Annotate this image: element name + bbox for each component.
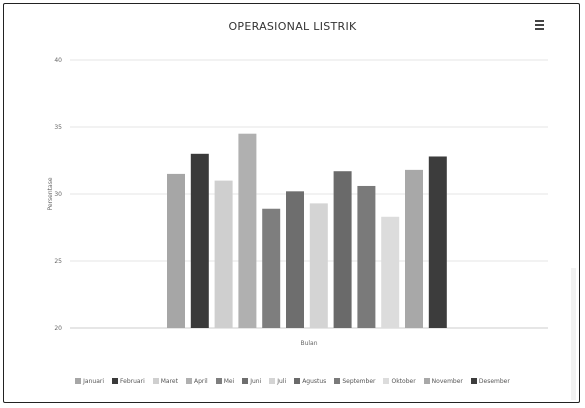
legend-swatch [334, 378, 341, 384]
legend-label: April [193, 377, 208, 385]
legend-swatch [152, 378, 159, 384]
legend-swatch [112, 378, 119, 384]
legend-label: Maret [160, 377, 178, 385]
legend-item-mei[interactable]: Mei [215, 377, 235, 385]
legend-label: Oktober [391, 377, 416, 385]
legend-swatch [75, 378, 82, 384]
legend-swatch [383, 378, 390, 384]
y-tick-label: 25 [54, 258, 62, 265]
legend-swatch [470, 378, 477, 384]
legend-label: September [342, 377, 376, 385]
bar-september [357, 185, 376, 328]
x-axis-label: Bulan [300, 340, 317, 347]
chart-title: OPERASIONAL LISTRIK [228, 20, 357, 33]
legend-item-oktober[interactable]: Oktober [383, 377, 416, 385]
bar-mei [262, 208, 281, 328]
y-tick-label: 30 [54, 191, 62, 198]
legend-item-februari[interactable]: Februari [112, 378, 145, 385]
bar-juli [309, 203, 328, 328]
legend-item-agustus[interactable]: Agustus [294, 378, 326, 385]
legend-item-desember[interactable]: Desember [470, 377, 510, 385]
bar-februari [190, 153, 209, 328]
legend-item-april[interactable]: April [185, 377, 208, 385]
legend-item-november[interactable]: November [423, 377, 463, 385]
legend-label: Februari [120, 377, 145, 385]
legend-swatch [215, 378, 222, 384]
bar-desember [428, 156, 447, 328]
bar-agustus [333, 171, 352, 328]
legend-swatch [269, 378, 276, 384]
y-tick-label: 40 [54, 57, 62, 64]
legend-label: November [431, 377, 463, 385]
legend-swatch [242, 378, 249, 384]
legend-item-maret[interactable]: Maret [152, 377, 178, 385]
legend-label: Mei [223, 377, 235, 385]
legend-swatch [294, 378, 301, 384]
scrollbar[interactable] [571, 268, 576, 400]
menu-icon[interactable] [534, 20, 546, 34]
bar-juni [286, 191, 304, 328]
bar-april [238, 133, 257, 328]
y-axis-label: Persentase [47, 177, 54, 210]
bar-januari [167, 173, 185, 328]
y-tick-label: 20 [54, 325, 62, 332]
legend-item-januari[interactable]: Januari [75, 378, 104, 385]
legend-label: Agustus [302, 377, 327, 385]
y-tick-label: 35 [54, 124, 62, 131]
legend-label: Desember [478, 377, 510, 385]
chart-legend: Januari Februari Maret April Mei Juni Juli Agus… [0, 374, 585, 388]
legend-label: Juli [277, 377, 287, 385]
legend-swatch [185, 378, 192, 384]
legend-swatch [423, 378, 430, 384]
legend-item-september[interactable]: September [334, 378, 375, 385]
legend-label: Juni [250, 377, 262, 385]
legend-item-juli[interactable]: Juli [269, 378, 286, 385]
bar-november [405, 169, 423, 328]
bar-oktober [381, 216, 400, 328]
legend-label: Januari [83, 377, 105, 385]
legend-item-juni[interactable]: Juni [242, 378, 261, 385]
bar-maret [214, 180, 233, 328]
